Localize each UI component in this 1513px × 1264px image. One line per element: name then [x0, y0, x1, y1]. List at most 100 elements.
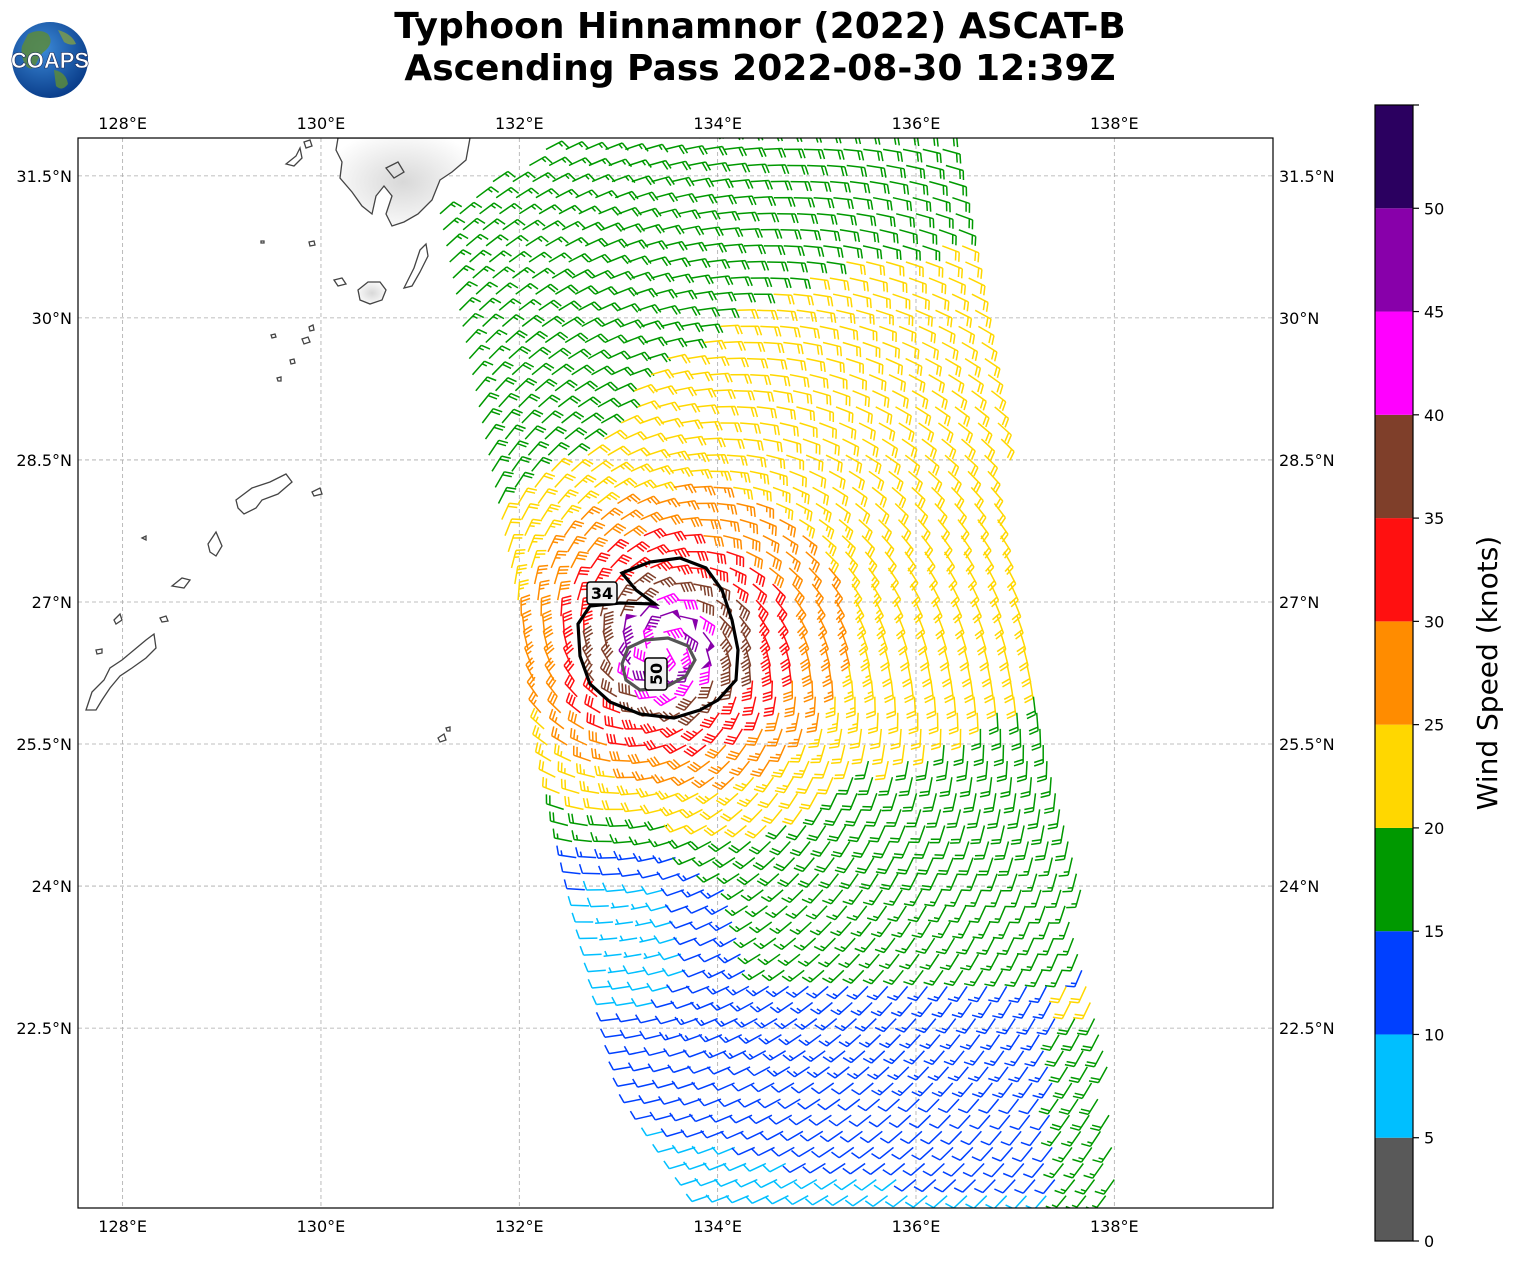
wind-barb [951, 728, 962, 751]
wind-barb [720, 664, 731, 687]
wind-barb [945, 164, 965, 181]
wind-barb [822, 438, 840, 456]
wind-barb [752, 857, 776, 871]
wind-barb [743, 438, 764, 451]
wind-barb [944, 454, 960, 477]
wind-barb [588, 253, 612, 264]
wind-barb [765, 1195, 789, 1205]
wind-barb [909, 825, 926, 844]
wind-barb [925, 261, 944, 278]
wind-barb [541, 777, 560, 794]
lat-tick-label-left: 25.5°N [16, 735, 72, 754]
colorbar-tick-label: 45 [1424, 303, 1444, 322]
wind-barb [927, 905, 947, 923]
wind-barb [757, 212, 780, 223]
wind-barb [785, 905, 808, 919]
wind-barb [720, 422, 743, 433]
wind-barb [1007, 809, 1021, 830]
wind-barb [740, 648, 752, 672]
wind-barb [850, 921, 872, 937]
wind-barb [1061, 953, 1079, 972]
wind-barb [767, 261, 789, 272]
lon-tick-label-top: 134°E [693, 114, 742, 133]
wind-barb [776, 406, 797, 420]
wind-barb [575, 929, 598, 940]
wind-barb [666, 984, 690, 993]
wind-barb-flag [706, 641, 715, 653]
wind-barb [862, 245, 883, 260]
wind-barb [837, 615, 847, 640]
wind-barb [987, 470, 1001, 494]
wind-barb [561, 411, 585, 424]
wind-barb [545, 674, 558, 698]
wind-barb [1000, 535, 1012, 559]
wind-barb [926, 809, 942, 828]
wind-barb [771, 1146, 795, 1157]
wind-barb [594, 381, 619, 392]
wind-barb [802, 535, 818, 556]
wind-barb [625, 142, 649, 152]
wind-barb [775, 502, 794, 521]
wind-barb [770, 180, 793, 191]
wind-barb [626, 541, 651, 553]
wind-barb [624, 335, 649, 346]
wind-barb [567, 535, 587, 553]
wind-barb [1074, 1179, 1096, 1195]
wind-barb [822, 664, 833, 688]
wind-barb [840, 793, 858, 811]
wind-barb [772, 486, 791, 504]
wind-barb [768, 1114, 793, 1125]
wind-barb [966, 696, 977, 720]
wind-barb [538, 759, 556, 778]
wind-barb [497, 486, 517, 504]
wind-barb [717, 953, 741, 964]
okinoerabu-island [170, 577, 192, 589]
wind-barb [833, 1178, 857, 1191]
wind-barb [570, 458, 594, 472]
wind-barb [845, 696, 856, 719]
wind-barb [951, 1082, 974, 1098]
wind-barb [874, 937, 896, 954]
wind-barb [1031, 1146, 1053, 1163]
wind-barb [644, 240, 669, 251]
wind-barb [1016, 761, 1028, 783]
wind-barb [735, 599, 751, 622]
wind-barb [630, 367, 655, 378]
wind-barb [918, 229, 938, 245]
wind-barb [878, 632, 889, 656]
wind-barb [488, 439, 509, 456]
wind-barb [826, 1066, 850, 1079]
wind-barb [836, 213, 858, 226]
wind-barb [952, 138, 959, 148]
wind-barb [864, 809, 882, 827]
wind-barb [988, 905, 1007, 924]
wind-barb [582, 641, 594, 665]
wind-barb [601, 318, 625, 328]
wind-barb [954, 615, 965, 640]
wind-barb [724, 905, 749, 917]
wind-barb [842, 1162, 866, 1175]
wind-barb [928, 374, 946, 394]
wind-barb [571, 364, 595, 376]
wind-barb [547, 441, 570, 456]
wind-barb [745, 551, 764, 570]
wind-barb [1083, 1163, 1104, 1179]
wind-barb [775, 599, 788, 623]
wind-barb [816, 213, 838, 225]
wind-barb [773, 293, 795, 305]
wind-barb [812, 486, 830, 506]
wind-barb [660, 887, 685, 897]
wind-barb [720, 324, 743, 335]
wind-barb [942, 1162, 965, 1177]
wind-barb [1003, 680, 1014, 704]
wind-barb [838, 953, 861, 969]
wind-barb [816, 309, 837, 324]
wind-barb [926, 696, 937, 719]
wind-barb [804, 696, 817, 718]
wind-barb [1058, 857, 1073, 877]
wind-barb [616, 785, 639, 796]
wind-barb [508, 440, 529, 456]
wind-barb [574, 474, 597, 488]
wind-barb [921, 438, 938, 460]
wind-barb [791, 583, 805, 607]
